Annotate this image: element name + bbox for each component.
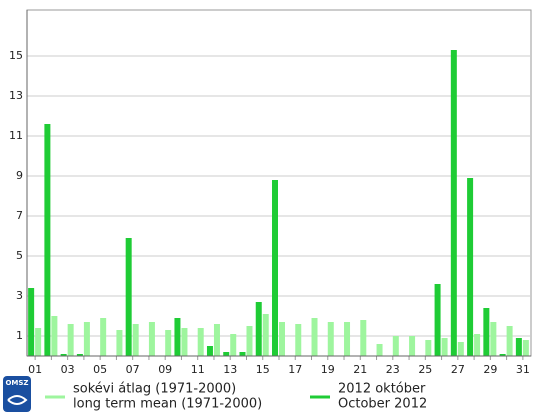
- x-tick-label: 13: [223, 363, 237, 376]
- bar: [515, 338, 522, 356]
- bar: [474, 334, 481, 356]
- bar: [522, 340, 529, 356]
- bar: [255, 302, 262, 356]
- x-tick-label: 09: [158, 363, 172, 376]
- bar: [197, 328, 204, 356]
- bar: [35, 328, 42, 356]
- bar: [506, 326, 513, 356]
- bar: [100, 318, 107, 356]
- y-tick-label: 13: [9, 89, 23, 102]
- x-tick-label: 31: [516, 363, 530, 376]
- bar: [132, 324, 139, 356]
- bar: [76, 354, 83, 356]
- bar: [450, 50, 457, 356]
- bar: [425, 340, 432, 356]
- y-tick-label: 1: [16, 329, 23, 342]
- bar: [246, 326, 253, 356]
- x-tick-label: 23: [386, 363, 400, 376]
- bar: [60, 354, 67, 356]
- bar: [499, 354, 506, 356]
- bar: [392, 336, 399, 356]
- bar: [28, 288, 35, 356]
- bar: [181, 328, 188, 356]
- plot-area: [26, 9, 532, 357]
- bar: [213, 324, 220, 356]
- bar: [467, 178, 474, 356]
- bar: [125, 238, 132, 356]
- bar: [174, 318, 181, 356]
- y-tick-label: 11: [9, 129, 23, 142]
- bar: [295, 324, 302, 356]
- y-tick-label: 9: [16, 169, 23, 182]
- bar: [51, 316, 58, 356]
- logo: OMSZ: [3, 376, 31, 412]
- x-tick-label: 03: [61, 363, 75, 376]
- bar: [116, 330, 123, 356]
- bar: [409, 336, 416, 356]
- legend-label: 2012 október: [338, 382, 426, 397]
- x-tick-label: 07: [126, 363, 140, 376]
- bar: [272, 180, 278, 356]
- x-tick-label: 11: [191, 363, 205, 376]
- bar: [83, 322, 90, 356]
- x-tick-label: 17: [288, 363, 302, 376]
- legend-label-en: October 2012: [338, 397, 427, 412]
- x-tick-label: 29: [483, 363, 497, 376]
- legend-label-en: long term mean (1971-2000): [73, 397, 262, 412]
- y-tick-label: 15: [9, 49, 23, 62]
- bar: [230, 334, 237, 356]
- x-tick-label: 15: [256, 363, 270, 376]
- bar: [165, 330, 172, 356]
- bar: [311, 318, 318, 356]
- y-tick-label: 3: [16, 289, 23, 302]
- bar: [344, 322, 351, 356]
- bar: [434, 284, 441, 356]
- bar: [441, 338, 448, 356]
- bar: [483, 308, 490, 356]
- bar: [327, 322, 334, 356]
- x-tick-label: 19: [321, 363, 335, 376]
- bar: [262, 314, 269, 356]
- x-tick-label: 21: [353, 363, 367, 376]
- x-tick-label: 05: [93, 363, 107, 376]
- logo-text: OMSZ: [5, 379, 28, 387]
- bar: [279, 322, 285, 356]
- bar: [44, 124, 51, 356]
- bar: [360, 320, 367, 356]
- x-tick-label: 27: [451, 363, 465, 376]
- bar: [239, 352, 246, 356]
- bar: [457, 342, 464, 356]
- logo-wave: [7, 395, 28, 405]
- x-tick-label: 25: [418, 363, 432, 376]
- y-tick-label: 5: [16, 249, 23, 262]
- bar: [376, 344, 383, 356]
- y-tick-label: 7: [16, 209, 23, 222]
- bar: [67, 324, 74, 356]
- legend-label: sokévi átlag (1971-2000): [73, 382, 236, 397]
- logo-box: [3, 376, 31, 412]
- x-tick-label: 01: [28, 363, 42, 376]
- bar: [223, 352, 230, 356]
- bar: [148, 322, 155, 356]
- bar: [206, 346, 213, 356]
- bar: [490, 322, 497, 356]
